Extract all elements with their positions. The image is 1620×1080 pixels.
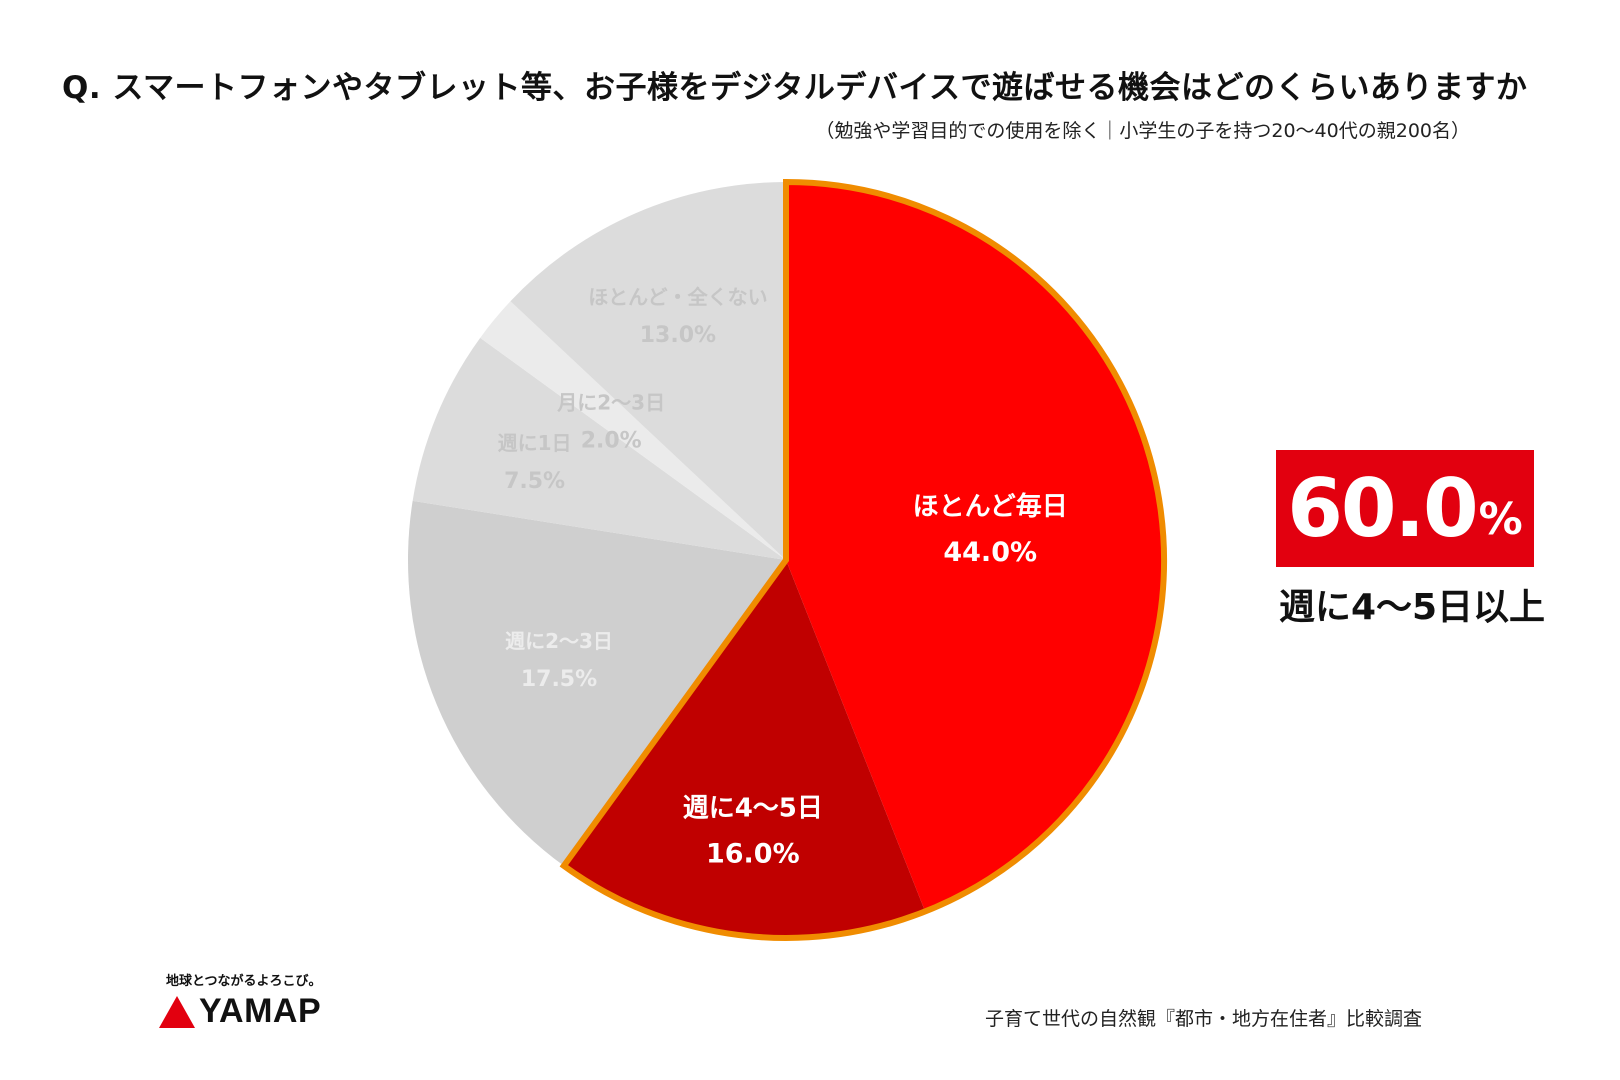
slice-label-3: 週に2〜3日 xyxy=(505,629,613,653)
logo-tagline: 地球とつながるよろこび。 xyxy=(166,974,322,989)
pie-labels: ほとんど毎日 44.0% 週に4〜5日 16.0% 週に2〜3日 17.5% 週に1日 7.5… xyxy=(498,285,1068,869)
source-note: 子育て世代の自然観『都市・地方在住者』比較調査 xyxy=(985,1008,1423,1030)
pie-slice-2 xyxy=(563,560,926,939)
yamap-logo: YAMAP xyxy=(157,992,321,1031)
slice-value-6: 13.0% xyxy=(640,323,716,348)
highlight-caption: 週に4〜5日以上 xyxy=(1278,587,1546,628)
slice-value-1: 44.0% xyxy=(943,537,1037,568)
pie-slice-6 xyxy=(510,182,786,560)
slice-value-2: 16.0% xyxy=(706,839,800,870)
slice-label-4: 週に1日 xyxy=(498,431,572,455)
pie-slice-3 xyxy=(407,500,786,866)
slice-label-6: ほとんど・全くない xyxy=(588,285,767,309)
slice-value-3: 17.5% xyxy=(521,667,597,692)
highlight-callout: 60.0 % xyxy=(1276,450,1534,567)
logo-text: YAMAP xyxy=(199,992,322,1030)
pie-slices xyxy=(407,182,1165,939)
chart-title: Q. スマートフォンやタブレット等、お子様をデジタルデバイスで遊ばせる機会はどの… xyxy=(62,70,1528,106)
slice-value-4: 7.5% xyxy=(504,469,565,494)
chart-subtitle: （勉強や学習目的での使用を除く｜小学生の子を持つ20〜40代の親200名） xyxy=(815,120,1470,142)
pie-slice-4 xyxy=(412,337,786,560)
pie-slice-1 xyxy=(786,182,1165,912)
slice-label-2: 週に4〜5日 xyxy=(683,794,823,824)
mountain-logo-icon xyxy=(159,995,195,1028)
pie-highlight-outline xyxy=(559,178,1167,941)
slice-label-5: 月に2〜3日 xyxy=(556,390,665,414)
highlight-value: 60.0 xyxy=(1287,462,1478,555)
highlight-unit: % xyxy=(1478,494,1523,545)
slice-label-1: ほとんど毎日 xyxy=(913,492,1068,522)
pie-highlight-outline-group xyxy=(559,178,1167,941)
slice-value-5: 2.0% xyxy=(581,428,642,453)
pie-slice-5 xyxy=(480,301,786,560)
